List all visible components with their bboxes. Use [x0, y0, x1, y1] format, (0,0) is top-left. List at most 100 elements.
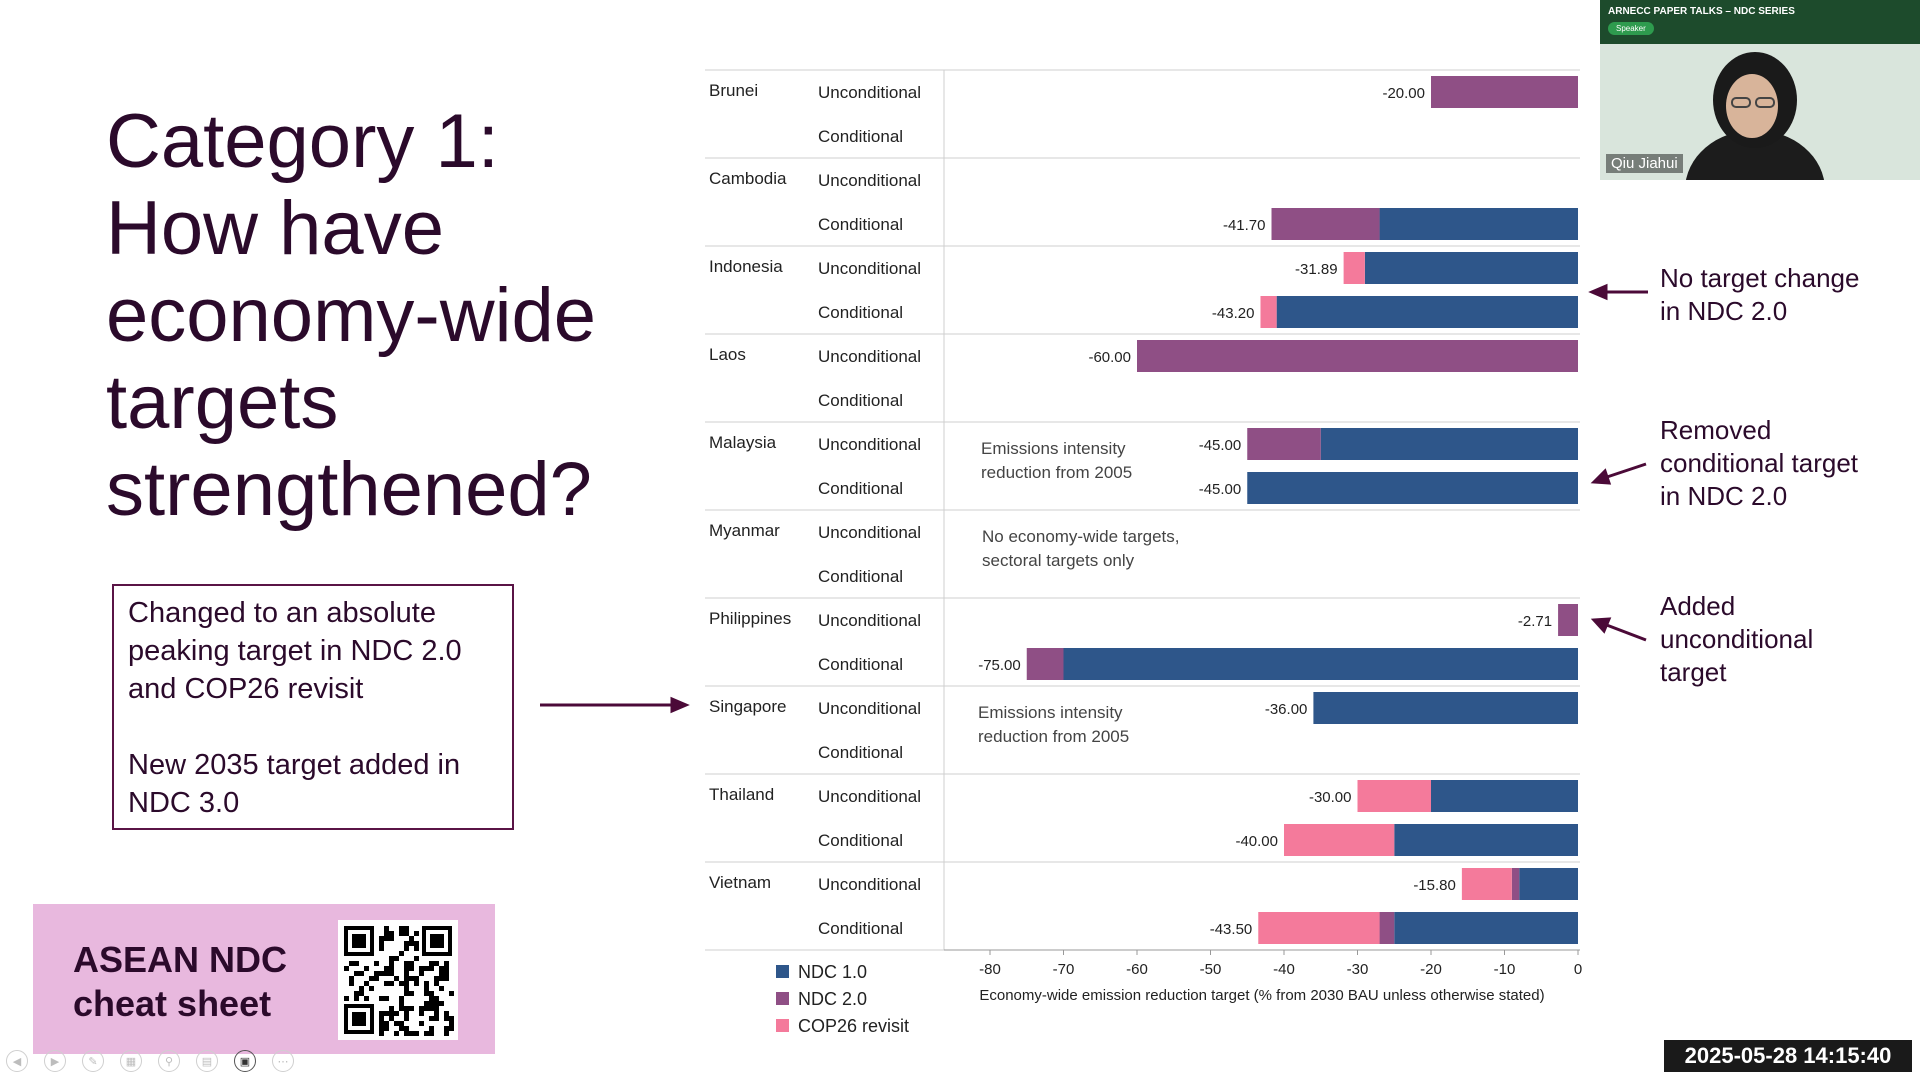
data-label: -75.00 [978, 657, 1021, 674]
annotation-line: in NDC 2.0 [1660, 481, 1788, 511]
speaker-banner-title: ARNECC PAPER TALKS – NDC SERIES [1608, 6, 1795, 17]
row-label: Unconditional [818, 875, 921, 894]
row-label: Unconditional [818, 259, 921, 278]
x-tick-label: -50 [1200, 961, 1222, 978]
legend-label: COP26 revisit [798, 1016, 909, 1036]
bar-segment [1258, 912, 1380, 944]
row-label: Conditional [818, 831, 903, 850]
x-tick-label: -30 [1347, 961, 1369, 978]
chart-note-line: sectoral targets only [982, 551, 1135, 570]
bar-segment [1379, 208, 1578, 240]
row-label: Unconditional [818, 787, 921, 806]
bar-segment [1431, 76, 1578, 108]
row-label: Conditional [818, 919, 903, 938]
camera-icon[interactable]: ▣ [234, 1050, 256, 1072]
data-label: -2.71 [1518, 613, 1552, 630]
note-box: Changed to an absolute peaking target in… [112, 584, 514, 830]
title-line: How have [106, 186, 444, 271]
x-axis-label: Economy-wide emission reduction target (… [979, 987, 1544, 1004]
title-line: strengthened? [106, 447, 592, 532]
row-label: Conditional [818, 391, 903, 410]
bar-segment [1394, 824, 1578, 856]
data-label: -45.00 [1199, 437, 1242, 454]
bar-segment [1431, 780, 1578, 812]
prev-slide-icon[interactable]: ◀ [6, 1050, 28, 1072]
cheat-sheet-banner[interactable]: ASEAN NDC cheat sheet [33, 904, 495, 1054]
qr-code-icon [338, 920, 458, 1040]
speaker-video-tile[interactable]: ARNECC PAPER TALKS – NDC SERIES Speaker … [1600, 0, 1920, 180]
row-label: Conditional [818, 215, 903, 234]
annotation-no-change: No target change in NDC 2.0 [1660, 262, 1859, 328]
x-tick-label: 0 [1574, 961, 1582, 978]
row-label: Unconditional [818, 171, 921, 190]
annotation-line: in NDC 2.0 [1660, 296, 1788, 326]
legend-swatch [776, 992, 789, 1005]
legend-swatch [776, 965, 789, 978]
next-slide-icon[interactable]: ▶ [44, 1050, 66, 1072]
annotation-line: Added [1660, 591, 1736, 621]
title-line: economy-wide [106, 273, 596, 358]
chart-note-line: No economy-wide targets, [982, 527, 1179, 546]
zoom-icon[interactable]: ⚲ [158, 1050, 180, 1072]
title-line: targets [106, 360, 339, 445]
row-label: Unconditional [818, 699, 921, 718]
x-tick-label: -60 [1126, 961, 1148, 978]
x-tick-label: -40 [1273, 961, 1295, 978]
slides-grid-icon[interactable]: ▦ [120, 1050, 142, 1072]
speaker-avatar [1685, 52, 1825, 180]
ann-arrow-3 [1603, 622, 1647, 642]
cheat-line-1: ASEAN NDC [73, 939, 288, 980]
country-label: Singapore [709, 697, 787, 716]
bar-segment [1313, 692, 1578, 724]
chart-note-line: reduction from 2005 [978, 727, 1129, 746]
country-label: Myanmar [709, 521, 780, 540]
cheat-line-2: cheat sheet [73, 983, 272, 1024]
bar-segment [1137, 340, 1578, 372]
row-label: Conditional [818, 127, 903, 146]
annotation-line: conditional target [1660, 448, 1859, 478]
slide-title: Category 1: How have economy-wide target… [106, 98, 666, 533]
more-options-icon[interactable]: ⋯ [272, 1050, 294, 1072]
annotation-removed-conditional: Removed conditional target in NDC 2.0 [1660, 414, 1858, 513]
x-tick-label: -10 [1494, 961, 1516, 978]
bar-segment [1026, 648, 1064, 680]
ann-arrowhead-3 [1590, 617, 1612, 634]
country-label: Malaysia [709, 433, 777, 452]
title-line: Category 1: [106, 99, 499, 184]
data-label: -20.00 [1382, 85, 1425, 102]
data-label: -30.00 [1309, 789, 1352, 806]
country-label: Vietnam [709, 873, 771, 892]
cheat-sheet-label: ASEAN NDC cheat sheet [73, 938, 313, 1026]
annotation-line: target [1660, 657, 1727, 687]
bar-segment [1558, 604, 1578, 636]
data-label: -60.00 [1088, 349, 1131, 366]
ann-arrow-2 [1603, 462, 1647, 480]
row-label: Conditional [818, 655, 903, 674]
bar-segment [1394, 912, 1578, 944]
timestamp-overlay: 2025-05-28 14:15:40 [1664, 1040, 1912, 1072]
bar-segment [1461, 868, 1512, 900]
data-label: -43.50 [1210, 921, 1253, 938]
data-label: -15.80 [1413, 877, 1456, 894]
bar-segment [1247, 428, 1321, 460]
bar-segment [1511, 868, 1520, 900]
chart-note-line: reduction from 2005 [981, 463, 1132, 482]
row-label: Conditional [818, 479, 903, 498]
data-label: -43.20 [1212, 305, 1255, 322]
country-label: Philippines [709, 609, 791, 628]
row-label: Unconditional [818, 347, 921, 366]
pen-icon[interactable]: ✎ [82, 1050, 104, 1072]
bar-segment [1357, 780, 1431, 812]
bar-segment [1343, 252, 1365, 284]
bar-segment [1379, 912, 1395, 944]
data-label: -40.00 [1235, 833, 1278, 850]
data-label: -41.70 [1223, 217, 1266, 234]
row-label: Unconditional [818, 83, 921, 102]
x-tick-label: -70 [1053, 961, 1075, 978]
ann-arrowhead-2 [1590, 468, 1612, 485]
subtitles-icon[interactable]: ▤ [196, 1050, 218, 1072]
country-label: Cambodia [709, 169, 787, 188]
annotation-line: No target change [1660, 263, 1860, 293]
bar-segment [1284, 824, 1395, 856]
